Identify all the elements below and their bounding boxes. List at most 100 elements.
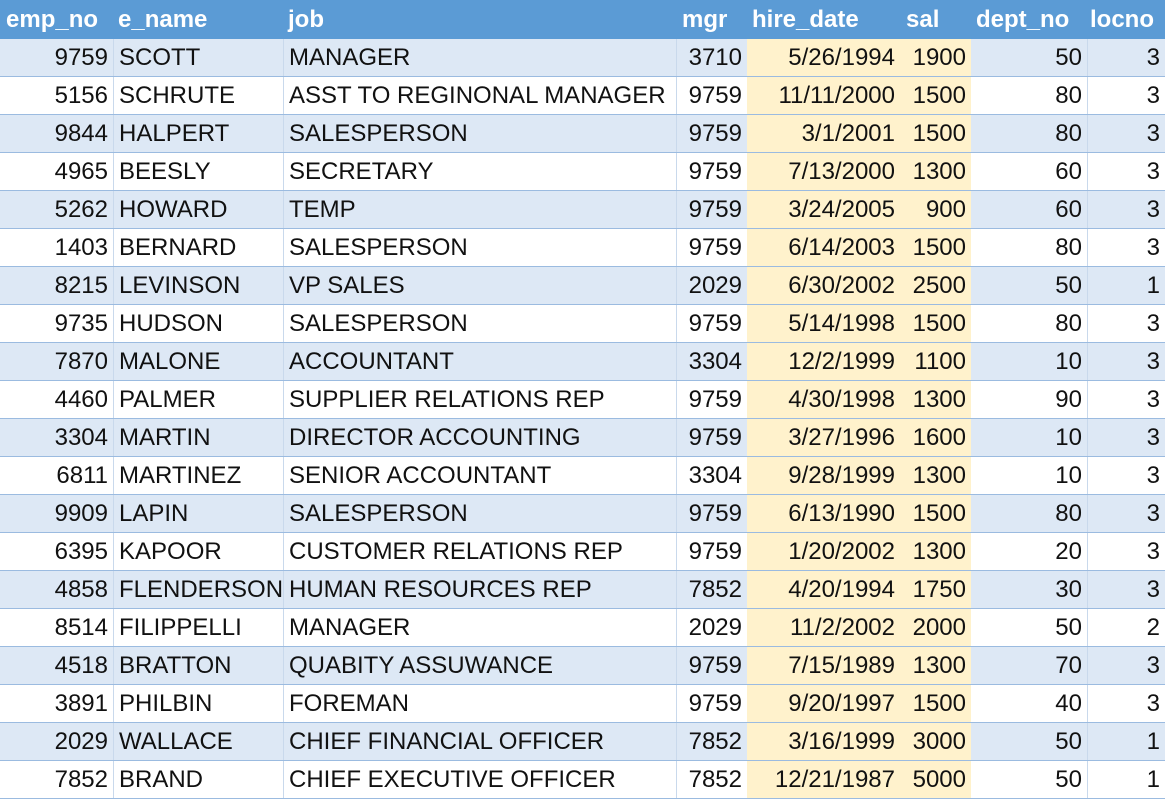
cell-e-name[interactable]: HALPERT [113, 115, 283, 152]
cell-emp-no[interactable]: 9735 [54, 310, 108, 337]
cell-emp-no[interactable]: 4965 [54, 158, 108, 185]
cell-e-name[interactable]: FILIPPELLI [113, 609, 283, 646]
cell-sal[interactable]: 1100 [900, 343, 971, 380]
cell-hire-date[interactable]: 5/14/1998 [747, 305, 900, 342]
cell-sal[interactable]: 1600 [900, 419, 971, 456]
cell-emp-no[interactable]: 5262 [54, 196, 108, 223]
cell-mgr[interactable]: 7852 [676, 723, 747, 760]
cell-dept-no[interactable]: 20 [1055, 538, 1082, 565]
cell-job[interactable]: VP SALES [283, 267, 676, 304]
cell-locno[interactable]: 3 [1087, 229, 1165, 266]
cell-e-name[interactable]: LAPIN [113, 495, 283, 532]
header-mgr[interactable]: mgr [682, 6, 728, 33]
cell-sal[interactable]: 1500 [900, 229, 971, 266]
cell-mgr[interactable]: 7852 [676, 571, 747, 608]
cell-locno[interactable]: 3 [1087, 495, 1165, 532]
header-job[interactable]: job [288, 6, 324, 33]
cell-emp-no[interactable]: 4858 [54, 576, 108, 603]
cell-hire-date[interactable]: 3/1/2001 [747, 115, 900, 152]
cell-e-name[interactable]: FLENDERSON [113, 571, 283, 608]
cell-hire-date[interactable]: 6/14/2003 [747, 229, 900, 266]
cell-locno[interactable]: 3 [1087, 571, 1165, 608]
cell-hire-date[interactable]: 11/2/2002 [747, 609, 900, 646]
cell-sal[interactable]: 3000 [900, 723, 971, 760]
cell-dept-no[interactable]: 50 [1055, 44, 1082, 71]
cell-dept-no[interactable]: 50 [1055, 272, 1082, 299]
cell-mgr[interactable]: 2029 [676, 609, 747, 646]
cell-hire-date[interactable]: 9/20/1997 [747, 685, 900, 722]
cell-e-name[interactable]: SCOTT [113, 39, 283, 76]
cell-job[interactable]: DIRECTOR ACCOUNTING [283, 419, 676, 456]
cell-dept-no[interactable]: 10 [1055, 348, 1082, 375]
cell-e-name[interactable]: PHILBIN [113, 685, 283, 722]
cell-job[interactable]: FOREMAN [283, 685, 676, 722]
cell-locno[interactable]: 3 [1087, 305, 1165, 342]
cell-e-name[interactable]: WALLACE [113, 723, 283, 760]
cell-mgr[interactable]: 9759 [676, 153, 747, 190]
cell-job[interactable]: SALESPERSON [283, 495, 676, 532]
header-hire-date[interactable]: hire_date [752, 6, 859, 33]
cell-dept-no[interactable]: 80 [1055, 120, 1082, 147]
cell-sal[interactable]: 1900 [900, 39, 971, 76]
cell-dept-no[interactable]: 80 [1055, 500, 1082, 527]
cell-locno[interactable]: 3 [1087, 419, 1165, 456]
cell-job[interactable]: SECRETARY [283, 153, 676, 190]
cell-emp-no[interactable]: 1403 [54, 234, 108, 261]
cell-mgr[interactable]: 9759 [676, 115, 747, 152]
cell-dept-no[interactable]: 80 [1055, 234, 1082, 261]
cell-job[interactable]: CHIEF FINANCIAL OFFICER [283, 723, 676, 760]
cell-dept-no[interactable]: 90 [1055, 386, 1082, 413]
cell-locno[interactable]: 1 [1087, 267, 1165, 304]
cell-locno[interactable]: 3 [1087, 647, 1165, 684]
cell-hire-date[interactable]: 9/28/1999 [747, 457, 900, 494]
cell-emp-no[interactable]: 8514 [54, 614, 108, 641]
header-sal[interactable]: sal [906, 6, 940, 33]
cell-hire-date[interactable]: 7/13/2000 [747, 153, 900, 190]
cell-hire-date[interactable]: 4/30/1998 [747, 381, 900, 418]
cell-sal[interactable]: 1300 [900, 153, 971, 190]
cell-job[interactable]: HUMAN RESOURCES REP [283, 571, 676, 608]
cell-job[interactable]: CHIEF EXECUTIVE OFFICER [283, 761, 676, 798]
cell-dept-no[interactable]: 70 [1055, 652, 1082, 679]
cell-hire-date[interactable]: 7/15/1989 [747, 647, 900, 684]
cell-mgr[interactable]: 9759 [676, 191, 747, 228]
cell-hire-date[interactable]: 6/13/1990 [747, 495, 900, 532]
cell-locno[interactable]: 3 [1087, 381, 1165, 418]
cell-emp-no[interactable]: 2029 [54, 728, 108, 755]
cell-hire-date[interactable]: 5/26/1994 [747, 39, 900, 76]
cell-emp-no[interactable]: 4518 [54, 652, 108, 679]
cell-mgr[interactable]: 9759 [676, 647, 747, 684]
cell-emp-no[interactable]: 3891 [54, 690, 108, 717]
cell-mgr[interactable]: 9759 [676, 229, 747, 266]
cell-locno[interactable]: 3 [1087, 343, 1165, 380]
cell-e-name[interactable]: BRATTON [113, 647, 283, 684]
cell-sal[interactable]: 1500 [900, 305, 971, 342]
cell-mgr[interactable]: 7852 [676, 761, 747, 798]
cell-job[interactable]: MANAGER [283, 609, 676, 646]
cell-sal[interactable]: 2500 [900, 267, 971, 304]
cell-hire-date[interactable]: 4/20/1994 [747, 571, 900, 608]
cell-job[interactable]: ACCOUNTANT [283, 343, 676, 380]
cell-locno[interactable]: 1 [1087, 761, 1165, 798]
cell-job[interactable]: TEMP [283, 191, 676, 228]
header-e-name[interactable]: e_name [118, 6, 208, 33]
cell-e-name[interactable]: SCHRUTE [113, 77, 283, 114]
cell-job[interactable]: CUSTOMER RELATIONS REP [283, 533, 676, 570]
cell-dept-no[interactable]: 60 [1055, 196, 1082, 223]
cell-hire-date[interactable]: 3/27/1996 [747, 419, 900, 456]
cell-mgr[interactable]: 9759 [676, 495, 747, 532]
cell-hire-date[interactable]: 1/20/2002 [747, 533, 900, 570]
cell-hire-date[interactable]: 6/30/2002 [747, 267, 900, 304]
cell-emp-no[interactable]: 8215 [54, 272, 108, 299]
cell-dept-no[interactable]: 30 [1055, 576, 1082, 603]
cell-dept-no[interactable]: 80 [1055, 310, 1082, 337]
cell-job[interactable]: SENIOR ACCOUNTANT [283, 457, 676, 494]
cell-e-name[interactable]: HUDSON [113, 305, 283, 342]
header-emp-no[interactable]: emp_no [6, 6, 99, 33]
cell-locno[interactable]: 3 [1087, 153, 1165, 190]
cell-emp-no[interactable]: 7852 [54, 766, 108, 793]
cell-dept-no[interactable]: 80 [1055, 82, 1082, 109]
cell-mgr[interactable]: 2029 [676, 267, 747, 304]
cell-sal[interactable]: 900 [900, 191, 971, 228]
cell-dept-no[interactable]: 50 [1055, 614, 1082, 641]
